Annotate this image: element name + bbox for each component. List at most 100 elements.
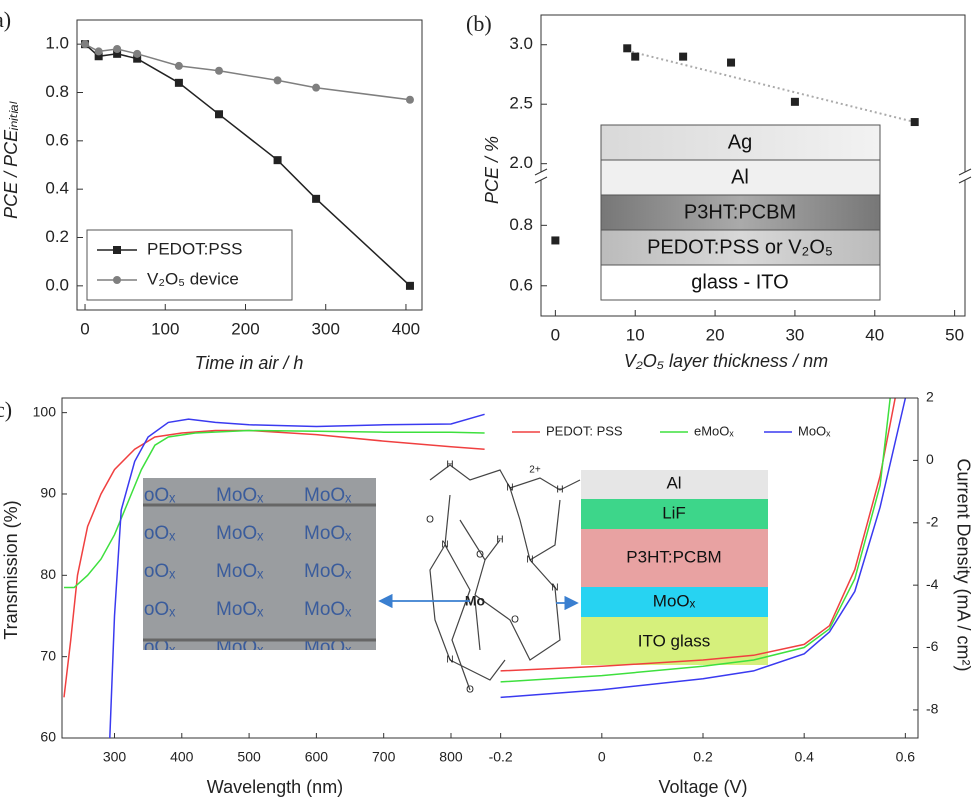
figure: a) (b) c) Time in air / h PCE / PCEᵢₙᵢₜᵢ… bbox=[0, 0, 977, 803]
x-tick-label: 300 bbox=[312, 319, 340, 338]
x-tick-label: 0 bbox=[80, 319, 89, 338]
marker bbox=[727, 59, 735, 67]
y-tick-label: 0.2 bbox=[45, 227, 69, 246]
marker bbox=[215, 67, 223, 75]
photo-label: MoOₓ bbox=[216, 561, 264, 582]
x-tick-label: 30 bbox=[785, 325, 804, 344]
trend-line bbox=[627, 51, 914, 122]
y-tick-label: 0 bbox=[926, 451, 934, 467]
photo-label: MoOₓ bbox=[128, 523, 176, 544]
y-tick-label: 1.0 bbox=[45, 34, 69, 53]
legend-label: eMoOₓ bbox=[694, 423, 734, 438]
panel-label: c) bbox=[0, 397, 12, 422]
y-axis-label: Current Density (mA / cm²) bbox=[953, 458, 973, 671]
y-tick-label: 2.0 bbox=[509, 153, 533, 172]
marker bbox=[95, 47, 103, 55]
marker bbox=[175, 62, 183, 70]
photo-label: MoOₓ bbox=[216, 599, 264, 620]
layer-label: MoOₓ bbox=[653, 591, 696, 610]
atom-label: O bbox=[476, 550, 484, 561]
x-axis-label: Time in air / h bbox=[195, 353, 304, 373]
atom-label: N bbox=[551, 583, 558, 594]
x-tick-label: 0.6 bbox=[896, 749, 916, 765]
y-tick-label: 0.8 bbox=[509, 215, 533, 234]
x-tick-label: 400 bbox=[170, 749, 194, 765]
x-axis-label: Wavelength (nm) bbox=[207, 777, 343, 797]
y-tick-label: -8 bbox=[926, 701, 939, 717]
legend-marker bbox=[113, 276, 121, 284]
photo-label: MoOₓ bbox=[216, 485, 264, 506]
y-tick-label: 0.8 bbox=[45, 82, 69, 101]
x-tick-label: 700 bbox=[372, 749, 396, 765]
legend-marker bbox=[113, 246, 121, 254]
x-tick-label: 500 bbox=[237, 749, 261, 765]
layer-label: Al bbox=[731, 166, 749, 188]
atom-label: O bbox=[466, 685, 474, 696]
x-tick-label: -0.2 bbox=[489, 749, 513, 765]
photo-label: MoOₓ bbox=[304, 561, 352, 582]
marker bbox=[274, 156, 282, 164]
legend-label: V₂O₅ device bbox=[147, 269, 239, 288]
atom-label: O bbox=[426, 515, 434, 526]
layer-label: P3HT:PCBM bbox=[684, 201, 796, 223]
marker bbox=[623, 44, 631, 52]
mask bbox=[488, 386, 920, 398]
marker bbox=[911, 118, 919, 126]
y-tick-label: 3.0 bbox=[509, 34, 533, 53]
layer-label: glass - ITO bbox=[691, 271, 788, 293]
photo-label: MoOₓ bbox=[304, 599, 352, 620]
marker bbox=[791, 98, 799, 106]
x-tick-label: 0 bbox=[598, 749, 606, 765]
photo-label: MoOₓ bbox=[128, 485, 176, 506]
x-tick-label: 0 bbox=[551, 325, 560, 344]
marker bbox=[133, 50, 141, 58]
y-tick-label: 80 bbox=[40, 566, 56, 582]
x-tick-label: 400 bbox=[392, 319, 420, 338]
marker bbox=[312, 84, 320, 92]
x-tick-label: 50 bbox=[945, 325, 964, 344]
marker bbox=[679, 53, 687, 61]
y-axis-label: PCE / % bbox=[482, 136, 502, 204]
x-tick-label: 800 bbox=[439, 749, 463, 765]
marker bbox=[406, 282, 414, 290]
y-tick-label: 100 bbox=[33, 403, 57, 419]
y-tick-label: -2 bbox=[926, 513, 939, 529]
layer-label: P3HT:PCBM bbox=[626, 547, 721, 566]
x-axis-label: Voltage (V) bbox=[658, 777, 747, 797]
x-tick-label: 300 bbox=[103, 749, 127, 765]
x-tick-label: 100 bbox=[151, 319, 179, 338]
y-tick-label: 0.0 bbox=[45, 275, 69, 294]
atom-label: H bbox=[556, 485, 563, 496]
y-tick-label: 0.6 bbox=[45, 130, 69, 149]
marker bbox=[113, 45, 121, 53]
y-tick-label: 90 bbox=[40, 485, 56, 501]
photo-label: MoOₓ bbox=[128, 599, 176, 620]
y-tick-label: 70 bbox=[40, 647, 56, 663]
legend-label: PEDOT:PSS bbox=[147, 239, 242, 258]
layer-label: LiF bbox=[662, 503, 686, 522]
layer-label: Ag bbox=[728, 131, 752, 153]
panel-label: a) bbox=[0, 7, 11, 32]
y-tick-label: 0.4 bbox=[45, 179, 69, 198]
y-tick-label: 2 bbox=[926, 389, 934, 405]
atom-label: H bbox=[446, 460, 453, 471]
marker bbox=[406, 96, 414, 104]
marker bbox=[215, 110, 223, 118]
y-tick-label: 60 bbox=[40, 729, 56, 745]
photo-label: MoOₓ bbox=[216, 523, 264, 544]
x-tick-label: 40 bbox=[865, 325, 884, 344]
photo-label: MoOₓ bbox=[304, 523, 352, 544]
atom-label: N bbox=[526, 555, 533, 566]
x-tick-label: 0.4 bbox=[794, 749, 814, 765]
x-tick-label: 20 bbox=[706, 325, 725, 344]
atom-labels: MoNNNNNHHHOOOO2+ bbox=[426, 460, 564, 696]
y-tick-label: -4 bbox=[926, 576, 939, 592]
x-tick-label: 200 bbox=[231, 319, 259, 338]
y-tick-label: 0.6 bbox=[509, 275, 533, 294]
photo-label: MoOₓ bbox=[304, 485, 352, 506]
marker bbox=[312, 195, 320, 203]
y-axis-label: Transmission (%) bbox=[1, 500, 21, 639]
legend-label: MoOₓ bbox=[798, 423, 831, 438]
marker bbox=[175, 79, 183, 87]
layer-label: Al bbox=[666, 473, 681, 492]
